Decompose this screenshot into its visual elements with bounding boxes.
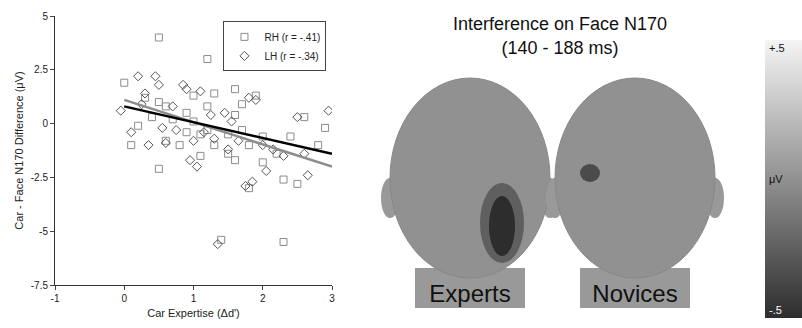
svg-text:-.5: -.5 xyxy=(769,304,782,316)
svg-text:Experts: Experts xyxy=(429,280,510,307)
svg-text:2: 2 xyxy=(260,293,266,304)
svg-text:Novices: Novices xyxy=(592,280,677,307)
svg-text:+.5: +.5 xyxy=(769,42,785,54)
svg-text:5: 5 xyxy=(42,11,48,22)
svg-text:LH (r = -.34): LH (r = -.34) xyxy=(264,51,318,62)
svg-text:3: 3 xyxy=(329,293,335,304)
svg-text:-1: -1 xyxy=(51,293,60,304)
svg-text:μV: μV xyxy=(769,173,783,185)
svg-text:Car Expertise (Δd'): Car Expertise (Δd') xyxy=(147,307,240,319)
svg-text:2.5: 2.5 xyxy=(34,64,48,75)
svg-text:(140 - 188 ms): (140 - 188 ms) xyxy=(501,38,618,58)
svg-text:1: 1 xyxy=(191,293,197,304)
svg-text:-2.5: -2.5 xyxy=(31,172,49,183)
svg-text:Car - Face N170 Difference (μV: Car - Face N170 Difference (μV) xyxy=(13,71,25,229)
svg-text:-7.5: -7.5 xyxy=(31,280,49,291)
svg-text:0: 0 xyxy=(42,118,48,129)
svg-text:Interference on Face N170: Interference on Face N170 xyxy=(453,14,667,34)
svg-text:RH (r = -.41): RH (r = -.41) xyxy=(264,32,320,43)
svg-text:0: 0 xyxy=(121,293,127,304)
svg-text:-5: -5 xyxy=(39,226,48,237)
